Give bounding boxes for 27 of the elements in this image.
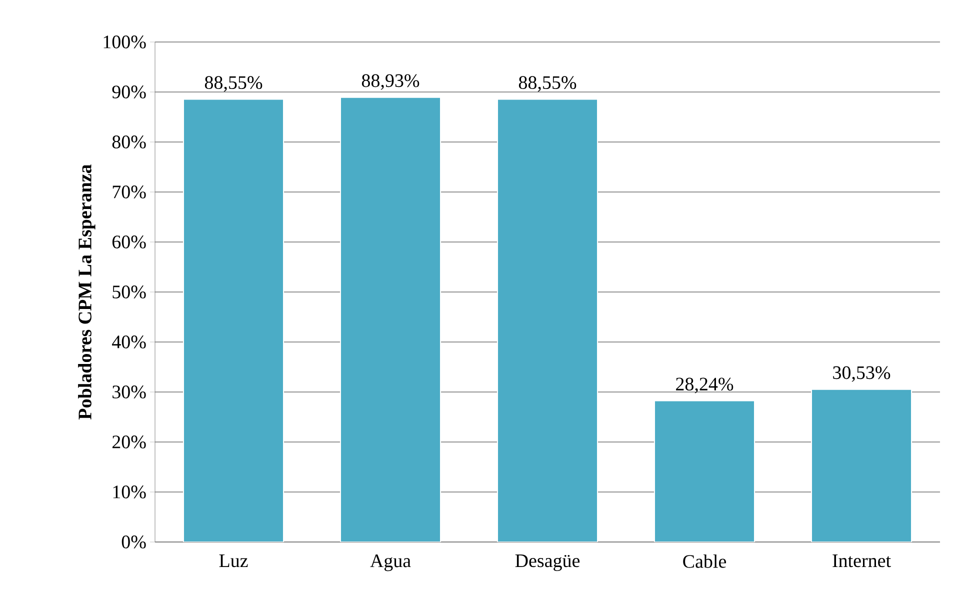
y-axis-title: Pobladores CPM La Esperanza xyxy=(78,164,96,420)
y-tick-label: 50% xyxy=(112,286,146,298)
y-tick-label: 0% xyxy=(122,536,146,548)
y-tick-label: 20% xyxy=(112,436,146,448)
y-tick-label: 100% xyxy=(104,36,146,48)
x-tick-label: Desagüe xyxy=(515,554,580,572)
y-tick-label: 30% xyxy=(112,386,146,398)
y-tick-label: 90% xyxy=(112,86,146,98)
bar xyxy=(810,388,912,542)
x-tick-label: Luz xyxy=(219,554,248,568)
bar xyxy=(340,96,442,542)
x-tick-label: Internet xyxy=(832,554,891,568)
data-label: 88,55% xyxy=(518,76,576,92)
bar xyxy=(497,98,598,542)
y-tick-label: 40% xyxy=(112,336,146,348)
x-tick-label: Agua xyxy=(370,554,411,572)
data-label: 88,55% xyxy=(204,76,262,92)
y-tick-label: 60% xyxy=(112,236,146,248)
x-tick-label: Cable xyxy=(683,554,726,568)
y-tick-label: 10% xyxy=(113,486,146,498)
y-tick-label: 70% xyxy=(112,186,146,198)
data-label: 88,93% xyxy=(362,74,420,90)
data-label: 30,53% xyxy=(833,366,890,382)
bar xyxy=(654,400,755,542)
bar xyxy=(183,98,284,542)
data-label: 28,24% xyxy=(676,378,734,394)
y-tick-label: 80% xyxy=(112,136,146,148)
